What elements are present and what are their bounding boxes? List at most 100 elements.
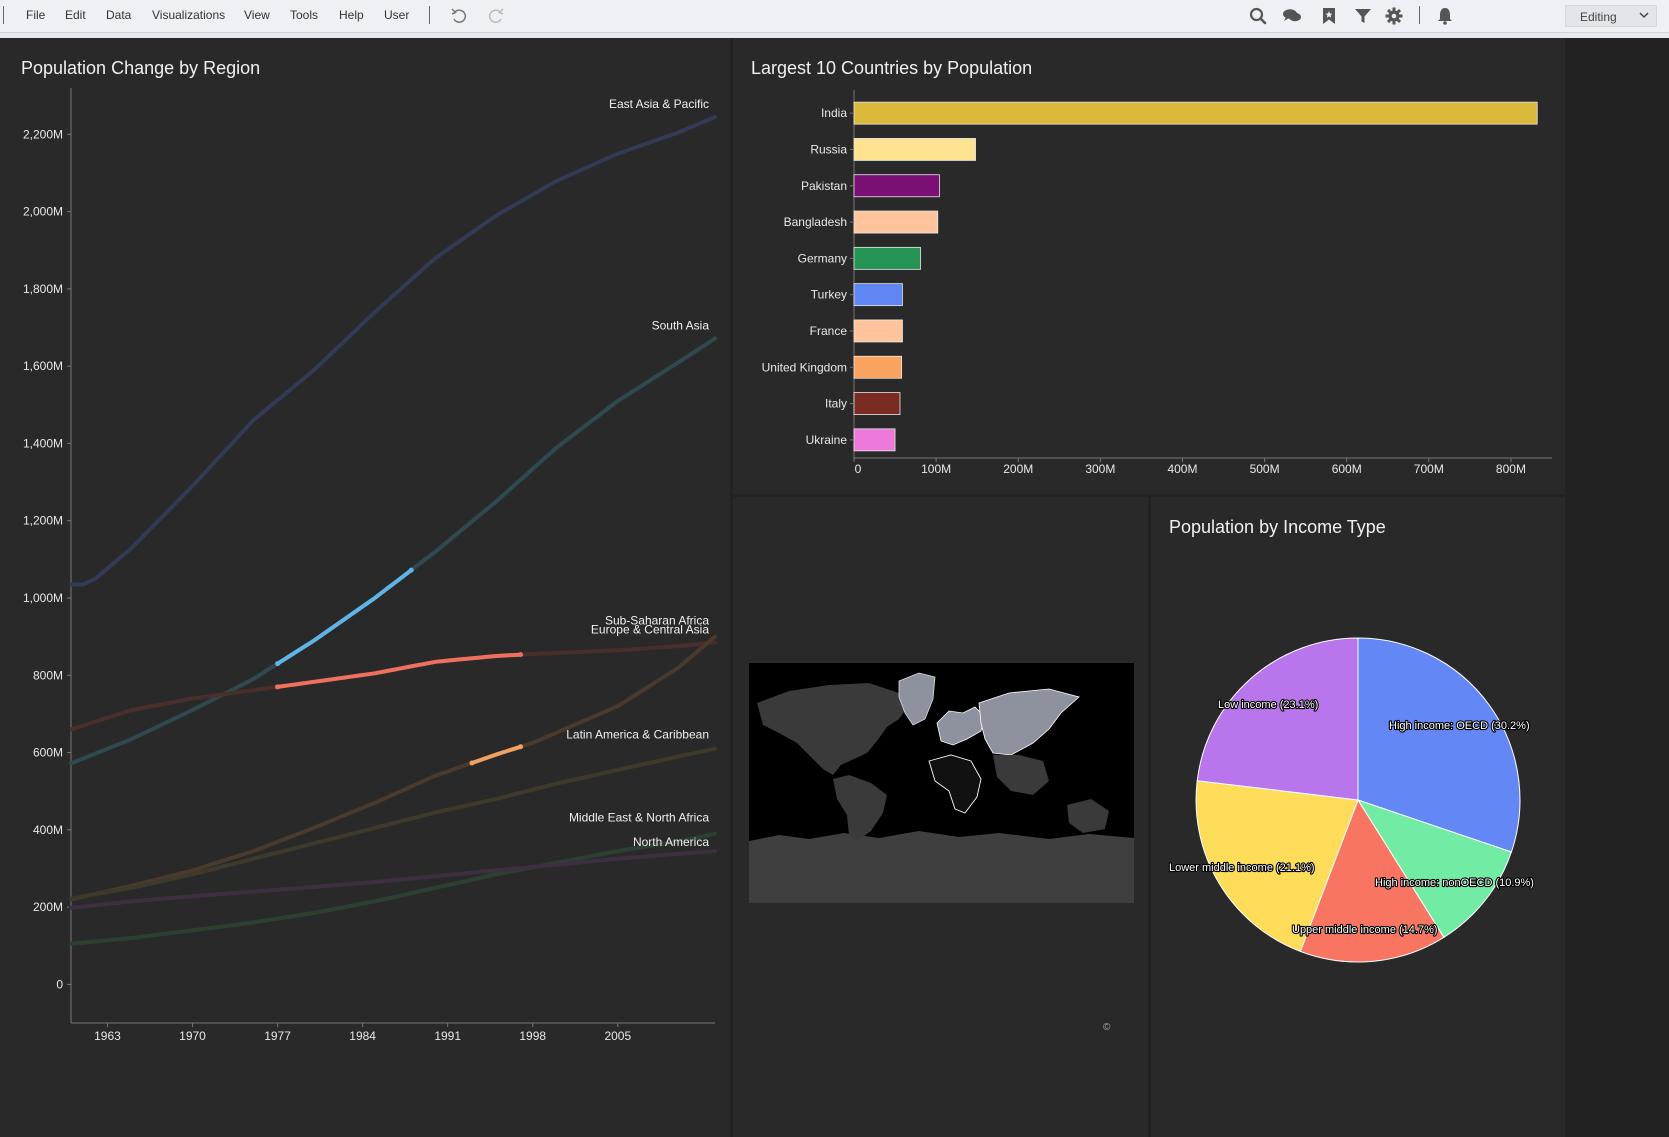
redo-icon[interactable] <box>486 6 506 26</box>
series-line <box>69 336 717 766</box>
search-icon[interactable] <box>1248 6 1268 26</box>
series-line <box>69 115 717 587</box>
bar-category-label: Bangladesh <box>784 215 847 229</box>
toolbar-separator <box>429 6 430 24</box>
bar-category-label: India <box>821 106 847 120</box>
y-tick-label: 1,200M <box>23 514 63 528</box>
x-tick-label: 200M <box>1003 462 1033 476</box>
pie-slice-label: High income: OECD (30.2%) <box>1389 720 1530 732</box>
south-america-shape <box>833 775 887 841</box>
pie-slice <box>1299 798 1445 963</box>
series-line <box>69 634 717 902</box>
pie-chart-panel: Population by Income Type High income: O… <box>1151 497 1565 1137</box>
series-line <box>69 849 717 910</box>
series-line <box>69 640 717 732</box>
bar-category-label: France <box>810 324 848 338</box>
series-highlight-dot <box>408 567 414 573</box>
menu-data[interactable]: Data <box>106 8 132 22</box>
bar-category-label: Italy <box>825 397 847 411</box>
series-highlight-dot <box>469 760 475 766</box>
bar <box>853 428 896 452</box>
map-attribution[interactable]: © <box>1103 1022 1111 1033</box>
pie-slice <box>1195 780 1359 953</box>
dashboard: Population Change by Region 0 200M 400M 600… <box>0 38 1669 1137</box>
x-tick-label: 800M <box>1496 462 1526 476</box>
south-asia-shape <box>993 755 1049 795</box>
bar-chart-panel: Largest 10 Countries by Population India… <box>733 38 1565 494</box>
bar <box>853 210 939 234</box>
bookmark-icon[interactable] <box>1319 6 1339 26</box>
bar <box>853 355 903 379</box>
y-tick-label: 2,000M <box>23 205 63 219</box>
y-tick-label: 1,400M <box>23 436 63 450</box>
y-tick-label: 0 <box>56 977 63 991</box>
series-label: Middle East & North Africa <box>569 811 709 825</box>
bar <box>853 246 921 270</box>
x-tick-label: 500M <box>1250 462 1280 476</box>
pie-slice <box>1356 799 1513 938</box>
series-line <box>69 831 717 946</box>
pie-slice-label: Lower middle income (21.1%) <box>1169 862 1315 874</box>
gear-icon[interactable] <box>1384 6 1404 26</box>
x-tick-label: 300M <box>1085 462 1115 476</box>
x-tick-label: 400M <box>1167 462 1197 476</box>
australia-shape <box>1067 799 1109 833</box>
x-tick-label: 2005 <box>604 1029 631 1043</box>
undo-icon[interactable] <box>449 6 469 26</box>
bar-category-label: Russia <box>810 142 847 156</box>
pie-chart-title: Population by Income Type <box>1169 517 1386 537</box>
bar <box>853 138 976 161</box>
menu-view[interactable]: View <box>244 8 270 22</box>
line-chart-title: Population Change by Region <box>21 58 261 78</box>
bar-category-label: Pakistan <box>801 179 847 193</box>
series-label: South Asia <box>652 318 710 332</box>
menu-edit[interactable]: Edit <box>65 8 86 22</box>
series-highlight <box>275 568 414 666</box>
toolbar-separator <box>1419 6 1420 24</box>
series-highlight-dot <box>518 744 524 750</box>
map-panel: © <box>733 497 1148 1137</box>
antarctica-shape <box>749 831 1134 903</box>
x-tick-label: 1970 <box>179 1029 206 1043</box>
series-highlight-dot <box>518 652 524 658</box>
y-tick-label: 1,800M <box>23 282 63 296</box>
comments-icon[interactable] <box>1282 6 1302 26</box>
bar-chart[interactable]: India Russia Pakistan Bangladesh Germany Turk… <box>733 38 1565 494</box>
y-tick-label: 1,600M <box>23 359 63 373</box>
x-tick-label: 100M <box>921 462 951 476</box>
x-tick-label: 1998 <box>519 1029 546 1043</box>
bar-category-label: United Kingdom <box>762 360 847 374</box>
bar-chart-title: Largest 10 Countries by Population <box>751 58 1033 78</box>
series-highlight-dot <box>275 684 281 690</box>
x-tick-label: 600M <box>1332 462 1362 476</box>
series-highlight-dot <box>275 661 281 667</box>
menu-tools[interactable]: Tools <box>290 8 319 22</box>
x-tick-label: 1977 <box>264 1029 291 1043</box>
pie-slice <box>1196 637 1359 801</box>
line-chart[interactable]: 0 200M 400M 600M 800M 1,000M 1,200M 1,400M 1,600… <box>0 38 730 1137</box>
menu-file[interactable]: File <box>26 8 46 22</box>
menu-user[interactable]: User <box>384 8 410 22</box>
y-tick-label: 400M <box>33 823 63 837</box>
filter-icon[interactable] <box>1353 6 1373 26</box>
x-tick-label: 1984 <box>349 1029 376 1043</box>
bar-category-label: Turkey <box>811 288 847 302</box>
pie-chart[interactable]: High income: OECD (30.2%) High income: no… <box>1151 497 1565 1137</box>
pie-slice <box>1357 637 1521 853</box>
menu-visualizations[interactable]: Visualizations <box>152 8 226 22</box>
greenland-shape <box>898 672 936 726</box>
bell-icon[interactable] <box>1435 6 1455 26</box>
menu-help[interactable]: Help <box>339 8 364 22</box>
russia-shape <box>978 688 1080 756</box>
pie-slice-label: High income: nonOECD (10.9%) <box>1375 877 1534 889</box>
chevron-down-icon <box>1638 8 1650 25</box>
bar <box>853 283 903 307</box>
x-tick-label: 1991 <box>434 1029 461 1043</box>
mode-dropdown[interactable]: Editing <box>1565 5 1657 27</box>
bar <box>853 392 901 415</box>
bar <box>853 174 940 198</box>
world-map[interactable] <box>749 663 1134 903</box>
north-america-shape <box>757 683 909 775</box>
x-tick-label: 1963 <box>94 1029 121 1043</box>
pie-slice-label: Upper middle income (14.7%) <box>1292 924 1438 936</box>
